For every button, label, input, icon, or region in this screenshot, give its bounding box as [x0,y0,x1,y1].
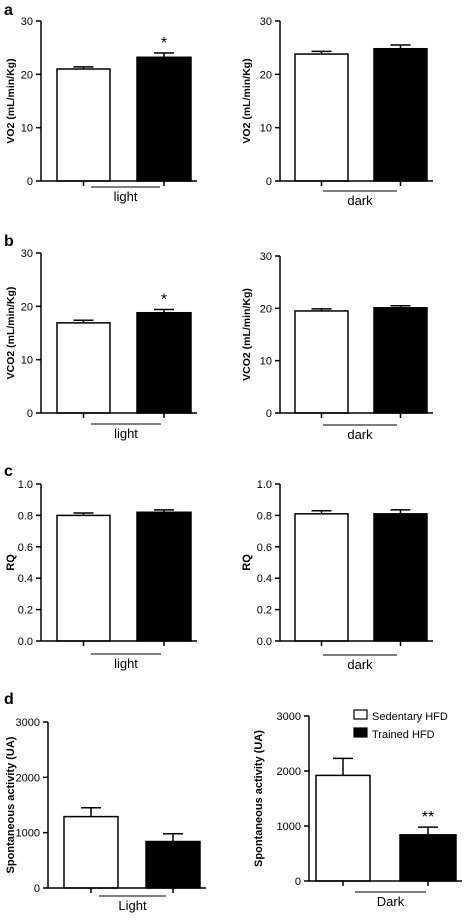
significance-marker: ** [422,809,434,826]
x-axis-label: Dark [377,894,405,909]
x-axis-label: light [114,656,138,671]
significance-marker: * [161,35,167,52]
y-axis-label: VO2 (mL/min/Kg) [5,58,17,143]
bar-trained [136,311,192,414]
y-tick-label: 10 [21,355,33,367]
y-tick-label: 0 [27,408,33,420]
chart-b-dark: 0 10 20 30 VCO2 (mL/min/Kg) dark [241,251,433,442]
chart-d-dark: 0 1000 2000 3000 Spontaneous activity (UA) Da… [253,709,462,909]
y-tick-label: 0.6 [18,542,33,554]
y-tick-label: 0.6 [257,542,272,554]
y-axis-label: VCO2 (mL/min/Kg) [241,288,253,381]
chart-b-light: 0 10 20 30 VCO2 (mL/min/Kg) light * [5,248,197,441]
y-tick-label: 0.0 [18,636,33,648]
y-tick-label: 30 [21,248,33,260]
y-tick-label: 0.4 [18,573,33,585]
bar-sedentary [294,513,349,642]
bar-sedentary [315,774,371,882]
chart-a-dark: 0 10 20 30 VO2 (mL/min/Kg) dark [241,16,433,208]
x-axis-label: dark [347,193,373,208]
chart-c-light: 0.0 0.2 0.4 0.6 0.8 1.0 RQ light [5,479,197,671]
bar-trained [136,511,192,642]
bar-sedentary [294,310,349,414]
x-axis-label: dark [347,427,373,442]
y-tick-label: 20 [260,303,272,315]
bar-sedentary [56,514,111,642]
y-tick-label: 0.4 [257,573,272,585]
significance-marker: * [161,292,167,309]
bar-trained [373,307,428,414]
y-tick-label: 1000 [277,821,301,833]
bar-trained [136,56,192,182]
bar-trained [373,47,428,182]
panel-letter-c: c [4,463,13,480]
y-tick-label: 2000 [277,766,301,778]
chart-d-light: 0 1000 2000 3000 Spontaneous activity (UA) Li… [5,717,206,913]
y-tick-label: 0 [295,876,301,888]
y-tick-label: 0 [27,176,33,188]
x-axis-label: light [114,426,138,441]
bar-sedentary [63,815,119,889]
y-tick-label: 20 [21,301,33,313]
y-tick-label: 10 [260,356,272,368]
x-axis-label: light [114,189,138,204]
y-tick-label: 1000 [16,828,40,840]
y-tick-label: 3000 [277,711,301,723]
y-tick-label: 0 [266,176,272,188]
y-tick-label: 1.0 [18,479,33,491]
y-tick-label: 0.2 [257,605,272,617]
y-axis-label: VCO2 (mL/min/Kg) [5,287,17,380]
panel-letter-d: d [4,691,14,708]
y-axis-label: Spontaneous activity (UA) [253,730,265,867]
y-tick-label: 0.8 [18,510,33,522]
y-tick-label: 0.8 [257,510,272,522]
bar-sedentary [294,53,349,182]
y-tick-label: 20 [21,69,33,81]
y-tick-label: 0.2 [18,605,33,617]
x-axis-label: Light [118,898,147,913]
charts-group: 0 10 20 30 VO2 (mL/min/Kg) light * 0 10 20 30 VO2 (… [5,16,462,913]
bar-trained [373,513,428,642]
y-tick-label: 30 [21,16,33,28]
y-tick-label: 0 [34,883,40,895]
y-axis-label: Spontaneous activity (UA) [5,736,17,873]
bar-trained [399,834,457,882]
y-tick-label: 0 [266,408,272,420]
y-tick-label: 30 [260,16,272,28]
y-tick-label: 10 [260,123,272,135]
chart-a-light: 0 10 20 30 VO2 (mL/min/Kg) light * [5,16,197,204]
y-tick-label: 2000 [16,772,40,784]
bar-sedentary [56,322,111,414]
y-tick-label: 1.0 [257,479,272,491]
bar-sedentary [56,68,111,182]
panel-letter-b: b [4,233,14,250]
legend-swatch [353,709,368,720]
bar-trained [145,840,201,889]
y-tick-label: 10 [21,123,33,135]
chart-c-dark: 0.0 0.2 0.4 0.6 0.8 1.0 RQ dark [241,479,433,672]
y-tick-label: 20 [260,69,272,81]
y-axis-label: RQ [5,554,17,571]
panel-letter-a: a [4,2,13,19]
legend-swatch [353,727,368,738]
y-tick-label: 3000 [16,717,40,729]
x-axis-label: dark [347,657,373,672]
y-axis-label: VO2 (mL/min/Kg) [241,58,253,143]
legend-label: Trained HFD [372,729,435,741]
y-tick-label: 30 [260,251,272,263]
y-tick-label: 0.0 [257,636,272,648]
y-axis-label: RQ [241,554,253,571]
legend-label: Sedentary HFD [372,711,448,723]
